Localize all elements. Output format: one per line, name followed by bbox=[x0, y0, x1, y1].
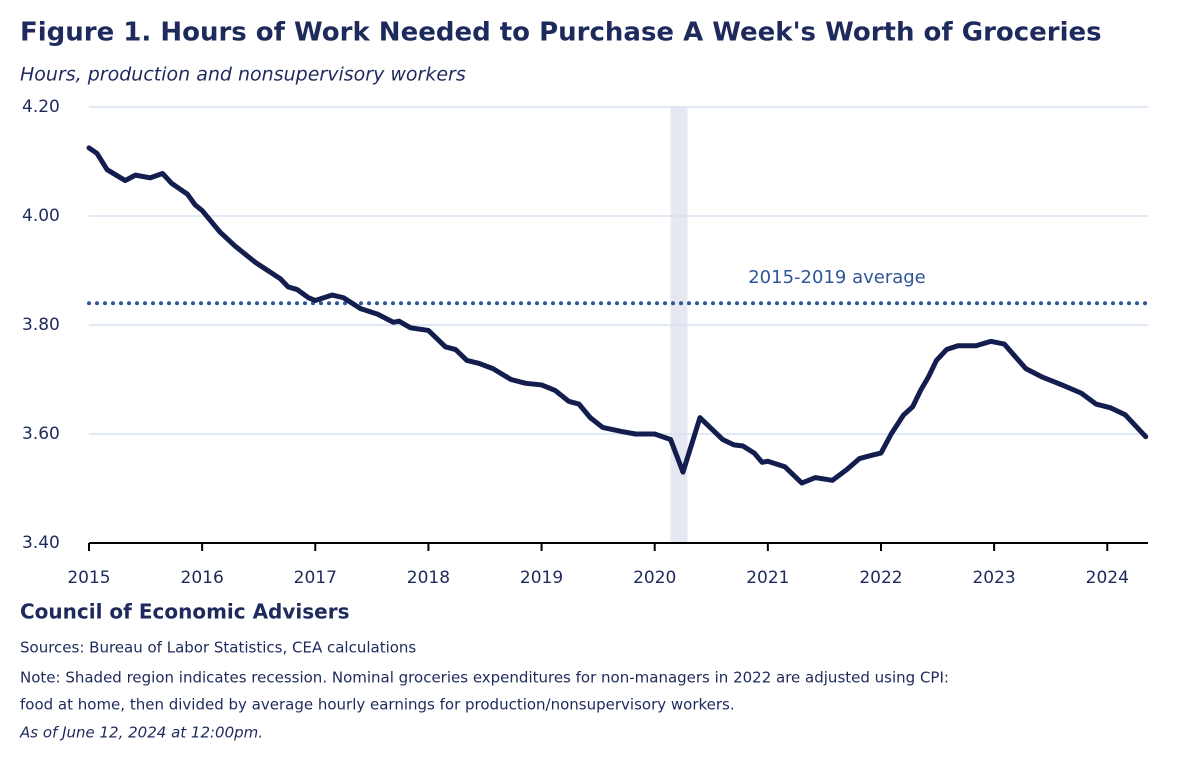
x-tick-label: 2021 bbox=[746, 568, 789, 588]
y-tick-label: 4.20 bbox=[22, 97, 60, 117]
y-tick-label: 3.80 bbox=[22, 315, 60, 335]
y-tick-label: 4.00 bbox=[22, 206, 60, 226]
chart-title: Figure 1. Hours of Work Needed to Purcha… bbox=[20, 18, 1102, 48]
x-tick-label: 2017 bbox=[294, 568, 337, 588]
footer-as-of: As of June 12, 2024 at 12:00pm. bbox=[19, 724, 263, 742]
average-label: 2015-2019 average bbox=[748, 267, 926, 288]
x-tick-label: 2016 bbox=[181, 568, 224, 588]
x-tick-label: 2023 bbox=[972, 568, 1015, 588]
chart-subtitle: Hours, production and nonsupervisory wor… bbox=[20, 64, 466, 86]
x-tick-label: 2020 bbox=[633, 568, 676, 588]
x-tick-label: 2019 bbox=[520, 568, 563, 588]
series-line bbox=[86, 145, 1149, 486]
x-tick-label: 2018 bbox=[407, 568, 450, 588]
footer-note: food at home, then divided by average ho… bbox=[20, 696, 735, 714]
y-tick-label: 3.40 bbox=[22, 533, 60, 553]
x-tick-label: 2015 bbox=[67, 568, 110, 588]
x-tick-label: 2024 bbox=[1086, 568, 1129, 588]
footer-note: Note: Shaded region indicates recession.… bbox=[20, 669, 949, 687]
y-tick-label: 3.60 bbox=[22, 424, 60, 444]
x-tick-label: 2022 bbox=[859, 568, 902, 588]
footer-org: Council of Economic Advisers bbox=[20, 600, 350, 624]
footer-sources: Sources: Bureau of Labor Statistics, CEA… bbox=[20, 639, 416, 657]
